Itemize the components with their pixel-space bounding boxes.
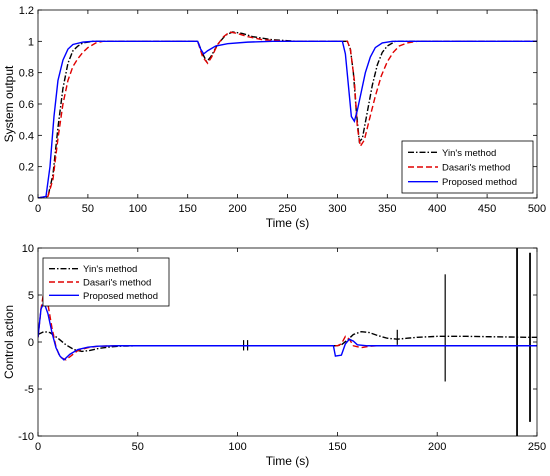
series-line-2 [38,40,537,198]
x-tick-label: 250 [528,441,546,453]
y-tick-label: 1 [28,36,34,48]
x-tick-label: 500 [528,203,546,215]
series-line-2 [38,300,537,361]
legend-label-1: Dasari's method [83,278,151,289]
x-tick-label: 100 [129,203,147,215]
legend-label-2: Proposed method [442,177,517,188]
series-line-1 [38,31,537,198]
x-tick-label: 400 [428,203,446,215]
legend-label-2: Proposed method [83,291,158,302]
x-tick-label: 200 [228,203,246,215]
y-tick-label: 0 [28,193,34,205]
x-tick-label: 0 [35,203,41,215]
y-tick-label: -5 [24,384,34,396]
x-tick-label: 50 [82,203,94,215]
series-line-0 [38,330,537,353]
y-tick-label: 1.2 [19,5,34,17]
x-tick-label: 0 [35,441,41,453]
legend-label-1: Dasari's method [442,163,510,174]
control-action-chart: 0 50 100 150 200 250 -10 -5 0 5 10 Time (s) Control … [2,243,546,468]
y-axis-label: System output [2,65,16,142]
y-tick-label: 10 [22,243,34,255]
x-tick-label: 350 [378,203,396,215]
y-tick-label: 0.2 [19,162,34,174]
x-tick-label: 200 [428,441,446,453]
legend-label-0: Yin's method [83,264,137,275]
y-tick-label: 0.6 [19,99,34,111]
plot-area [38,248,537,436]
x-tick-label: 450 [478,203,496,215]
y-axis-label: Control action [2,305,16,379]
x-tick-label: 300 [328,203,346,215]
x-tick-label: 150 [328,441,346,453]
x-tick-label: 150 [179,203,197,215]
series-line-0 [38,31,537,198]
x-tick-label: 100 [228,441,246,453]
x-axis-label: Time (s) [266,216,310,230]
y-tick-label: 5 [28,290,34,302]
x-axis-label: Time (s) [266,454,310,468]
legend-label-0: Yin's method [442,148,496,159]
y-tick-label: 0.8 [19,68,34,80]
y-tick-label: 0 [28,337,34,349]
x-tick-label: 250 [278,203,296,215]
y-tick-label: -10 [18,431,34,443]
x-tick-label: 50 [132,441,144,453]
legend-box [401,140,534,194]
plot-area [38,31,537,198]
y-tick-label: 0.4 [19,130,34,142]
legend: Yin's method Dasari's method Proposed meth… [401,140,534,194]
system-output-chart: 0 50 100 150 200 250 300 350 400 450 500 0 0.2 0.4 0.6… [2,5,546,230]
legend: Yin's method Dasari's method Proposed meth… [42,257,170,307]
